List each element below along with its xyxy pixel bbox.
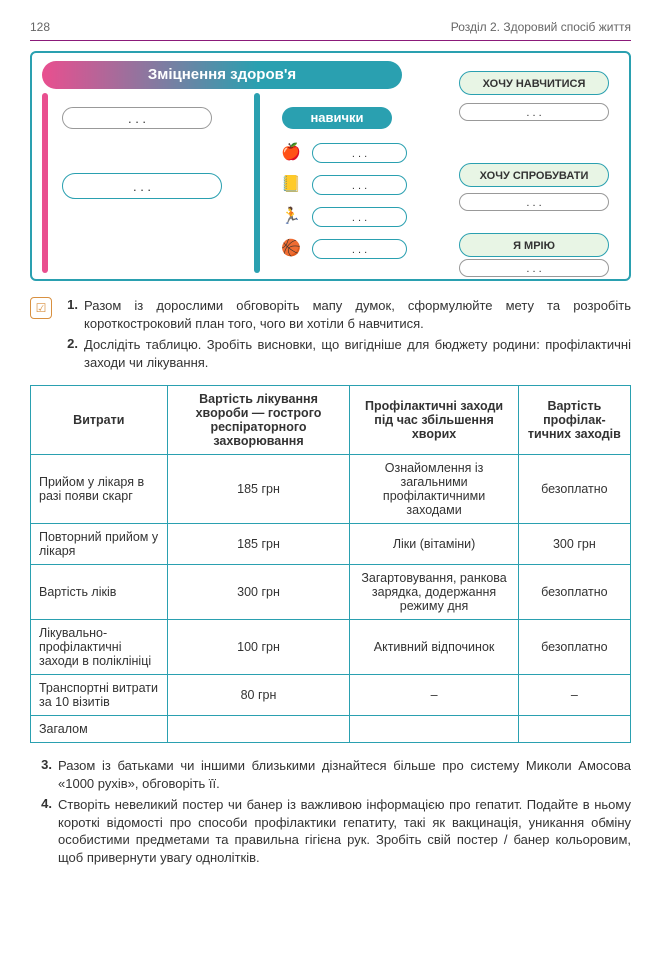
task-text-1: Разом із дорослими обговоріть мапу думок… (84, 297, 631, 332)
badge-dream: Я МРІЮ (459, 233, 609, 257)
table-cell: Загартовування, ранкова зарядка, додержа… (350, 565, 518, 620)
mid-blank-1: . . . (312, 143, 407, 163)
th-2: Профілактичні заходи під час збільшення … (350, 386, 518, 455)
table-cell: Активний відпочинок (350, 620, 518, 675)
table-cell (350, 716, 518, 743)
table-cell (518, 716, 630, 743)
table-row: Загалом (31, 716, 631, 743)
table-cell: 300 грн (167, 565, 350, 620)
table-cell: 185 грн (167, 455, 350, 524)
notebook-icon: 📒 (278, 171, 304, 197)
table-cell: – (350, 675, 518, 716)
page-number: 128 (30, 20, 50, 34)
badge-want-try: ХОЧУ СПРОБУВАТИ (459, 163, 609, 187)
th-1: Вартість лікування хвороби — гострого ре… (167, 386, 350, 455)
table-header-row: Витрати Вартість лікування хвороби — гос… (31, 386, 631, 455)
mindmap-diagram: Зміцнення здоров'я . . . . . . навички 🍎… (30, 51, 631, 281)
task-text-3: Разом із батьками чи іншими близькими ді… (58, 757, 631, 792)
table-row: Транспортні витрати за 10 візитів80 грн–… (31, 675, 631, 716)
th-3: Вартість профілак­тичних заходів (518, 386, 630, 455)
left-bubble-blank: . . . (62, 107, 212, 129)
table-cell: Прийом у лікаря в разі появи скарг (31, 455, 168, 524)
runner-icon: 🏃 (278, 203, 304, 229)
checklist-icon: ☑ (30, 297, 52, 319)
task-number-1: 1. (56, 297, 84, 332)
table-cell: Транспортні витрати за 10 візитів (31, 675, 168, 716)
table-cell (167, 716, 350, 743)
th-0: Витрати (31, 386, 168, 455)
badge-sub-2: . . . (459, 193, 609, 211)
mid-blank-4: . . . (312, 239, 407, 259)
task-number-4: 4. (30, 796, 58, 866)
left-blank-1: . . . (62, 173, 222, 199)
table-cell: Повторний прийом у лікаря (31, 524, 168, 565)
teal-rail (254, 93, 260, 273)
table-cell: 80 грн (167, 675, 350, 716)
task-text-2: Дослідіть таблицю. Зробіть висновки, що … (84, 336, 631, 371)
mid-blank-3: . . . (312, 207, 407, 227)
table-cell: 300 грн (518, 524, 630, 565)
table-row: Лікувально-профілактичні заходи в полікл… (31, 620, 631, 675)
table-cell: Ліки (вітаміни) (350, 524, 518, 565)
mid-blank-2: . . . (312, 175, 407, 195)
cost-comparison-table: Витрати Вартість лікування хвороби — гос… (30, 385, 631, 743)
table-cell: безоплатно (518, 620, 630, 675)
table-row: Повторний прийом у лікаря185 грнЛіки (ві… (31, 524, 631, 565)
basketball-icon: 🏀 (278, 235, 304, 261)
table-cell: Загалом (31, 716, 168, 743)
pink-rail (42, 93, 48, 273)
table-cell: безоплатно (518, 455, 630, 524)
skills-label: навички (282, 107, 392, 129)
apple-icon: 🍎 (278, 139, 304, 165)
task-text-4: Створіть невеликий постер чи банер із ва… (58, 796, 631, 866)
header-rule (30, 40, 631, 41)
table-cell: 100 грн (167, 620, 350, 675)
table-cell: безоплатно (518, 565, 630, 620)
task-number-2: 2. (56, 336, 84, 371)
badge-sub-3: . . . (459, 259, 609, 277)
table-cell: Ознайомлення із загальними профілактични… (350, 455, 518, 524)
task-number-3: 3. (30, 757, 58, 792)
table-row: Вартість ліків300 грнЗагартовування, ран… (31, 565, 631, 620)
table-cell: – (518, 675, 630, 716)
table-cell: Лікувально-профілактичні заходи в полікл… (31, 620, 168, 675)
section-title: Розділ 2. Здоровий спосіб життя (451, 20, 631, 34)
badge-sub-1: . . . (459, 103, 609, 121)
table-row: Прийом у лікаря в разі появи скарг185 гр… (31, 455, 631, 524)
table-cell: Вартість ліків (31, 565, 168, 620)
badge-want-learn: ХОЧУ НАВЧИТИСЯ (459, 71, 609, 95)
table-cell: 185 грн (167, 524, 350, 565)
diagram-title: Зміцнення здоров'я (42, 61, 402, 89)
